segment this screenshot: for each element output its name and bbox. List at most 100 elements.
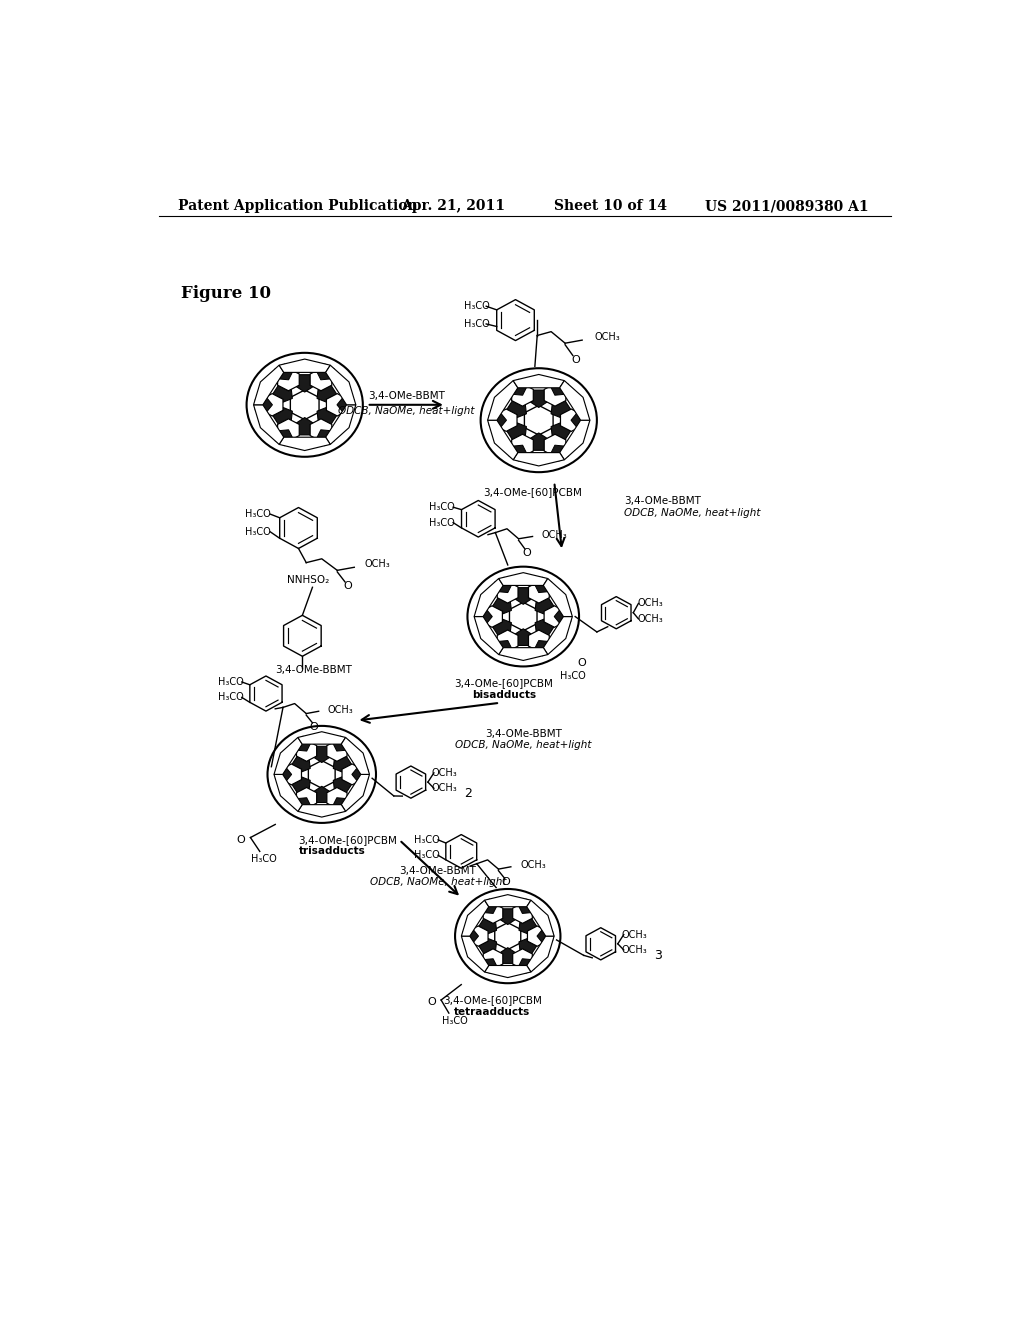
Text: OCH₃: OCH₃	[365, 560, 390, 569]
Text: O: O	[309, 722, 318, 731]
Polygon shape	[333, 797, 349, 813]
Ellipse shape	[246, 352, 364, 458]
Text: OCH₃: OCH₃	[595, 333, 621, 342]
Polygon shape	[528, 391, 549, 408]
Text: O: O	[236, 834, 245, 845]
Polygon shape	[536, 618, 554, 636]
Polygon shape	[481, 899, 498, 913]
Polygon shape	[297, 788, 316, 808]
Text: OCH₃: OCH₃	[637, 614, 663, 624]
Text: 3,4-OMe-[60]PCBM: 3,4-OMe-[60]PCBM	[483, 487, 582, 496]
Polygon shape	[474, 616, 503, 655]
Polygon shape	[255, 396, 272, 413]
Text: trisadducts: trisadducts	[299, 846, 366, 857]
Polygon shape	[337, 396, 354, 413]
Polygon shape	[280, 437, 331, 450]
Polygon shape	[507, 422, 526, 440]
Text: H₃CO: H₃CO	[245, 527, 270, 537]
Polygon shape	[551, 400, 571, 418]
Text: OCH₃: OCH₃	[622, 929, 647, 940]
Polygon shape	[341, 775, 370, 812]
Text: H₃CO: H₃CO	[464, 301, 489, 312]
Polygon shape	[544, 384, 566, 407]
Polygon shape	[527, 925, 547, 946]
Polygon shape	[513, 587, 534, 605]
Polygon shape	[463, 929, 478, 944]
Polygon shape	[487, 420, 518, 459]
Polygon shape	[326, 366, 356, 405]
Text: H₃CO: H₃CO	[218, 693, 244, 702]
Polygon shape	[282, 764, 301, 785]
Polygon shape	[342, 764, 362, 785]
Text: ODCB, NaOMe, heat+light: ODCB, NaOMe, heat+light	[624, 508, 761, 517]
Polygon shape	[560, 380, 590, 420]
Text: US 2011/0089380 A1: US 2011/0089380 A1	[706, 199, 869, 213]
Polygon shape	[261, 393, 283, 416]
Polygon shape	[528, 433, 549, 450]
Polygon shape	[294, 737, 311, 751]
Polygon shape	[278, 418, 299, 441]
Text: H₃CO: H₃CO	[442, 1016, 468, 1026]
Polygon shape	[507, 400, 526, 418]
Polygon shape	[499, 948, 517, 964]
Polygon shape	[484, 895, 530, 907]
Polygon shape	[544, 434, 566, 457]
Text: O: O	[427, 998, 436, 1007]
Text: 3,4-OMe-BBMT: 3,4-OMe-BBMT	[275, 665, 352, 676]
Polygon shape	[571, 412, 589, 429]
Polygon shape	[510, 602, 537, 631]
Polygon shape	[551, 422, 571, 440]
Polygon shape	[333, 756, 352, 772]
Polygon shape	[509, 445, 527, 461]
Polygon shape	[509, 379, 527, 395]
Polygon shape	[524, 405, 553, 436]
Text: ODCB, NaOMe, heat+light: ODCB, NaOMe, heat+light	[370, 878, 506, 887]
Polygon shape	[312, 746, 332, 763]
Text: H₃CO: H₃CO	[245, 510, 270, 519]
Polygon shape	[275, 430, 293, 446]
Polygon shape	[499, 573, 548, 586]
Text: H₃CO: H₃CO	[560, 671, 586, 681]
Polygon shape	[327, 741, 347, 762]
Polygon shape	[483, 949, 503, 969]
Polygon shape	[462, 936, 488, 972]
Polygon shape	[483, 903, 503, 924]
Ellipse shape	[467, 566, 580, 667]
Text: H₃CO: H₃CO	[218, 677, 244, 686]
Polygon shape	[295, 417, 315, 434]
Polygon shape	[544, 606, 565, 627]
Polygon shape	[519, 937, 537, 954]
Polygon shape	[278, 368, 299, 391]
Polygon shape	[484, 965, 530, 978]
Polygon shape	[274, 738, 302, 775]
Polygon shape	[292, 776, 310, 793]
Polygon shape	[537, 929, 553, 944]
Polygon shape	[462, 900, 488, 936]
Text: O: O	[502, 878, 511, 887]
Polygon shape	[550, 379, 568, 395]
Polygon shape	[498, 582, 518, 603]
Polygon shape	[310, 368, 332, 391]
Polygon shape	[254, 366, 284, 405]
Polygon shape	[341, 738, 370, 775]
Polygon shape	[478, 937, 497, 954]
Polygon shape	[535, 577, 552, 593]
Polygon shape	[495, 923, 521, 949]
Text: Apr. 21, 2011: Apr. 21, 2011	[400, 199, 505, 213]
Polygon shape	[291, 389, 319, 420]
Polygon shape	[333, 737, 349, 751]
Ellipse shape	[266, 725, 377, 824]
Text: H₃CO: H₃CO	[429, 517, 455, 528]
Polygon shape	[499, 648, 548, 660]
Ellipse shape	[455, 888, 561, 983]
Text: OCH₃: OCH₃	[432, 783, 458, 793]
Polygon shape	[275, 364, 293, 380]
Polygon shape	[528, 582, 549, 603]
Polygon shape	[560, 420, 590, 459]
Text: H₃CO: H₃CO	[414, 834, 439, 845]
Polygon shape	[513, 628, 534, 645]
Polygon shape	[493, 618, 511, 636]
Polygon shape	[327, 393, 348, 416]
Text: OCH₃: OCH₃	[520, 861, 546, 870]
Text: H₃CO: H₃CO	[429, 502, 455, 512]
